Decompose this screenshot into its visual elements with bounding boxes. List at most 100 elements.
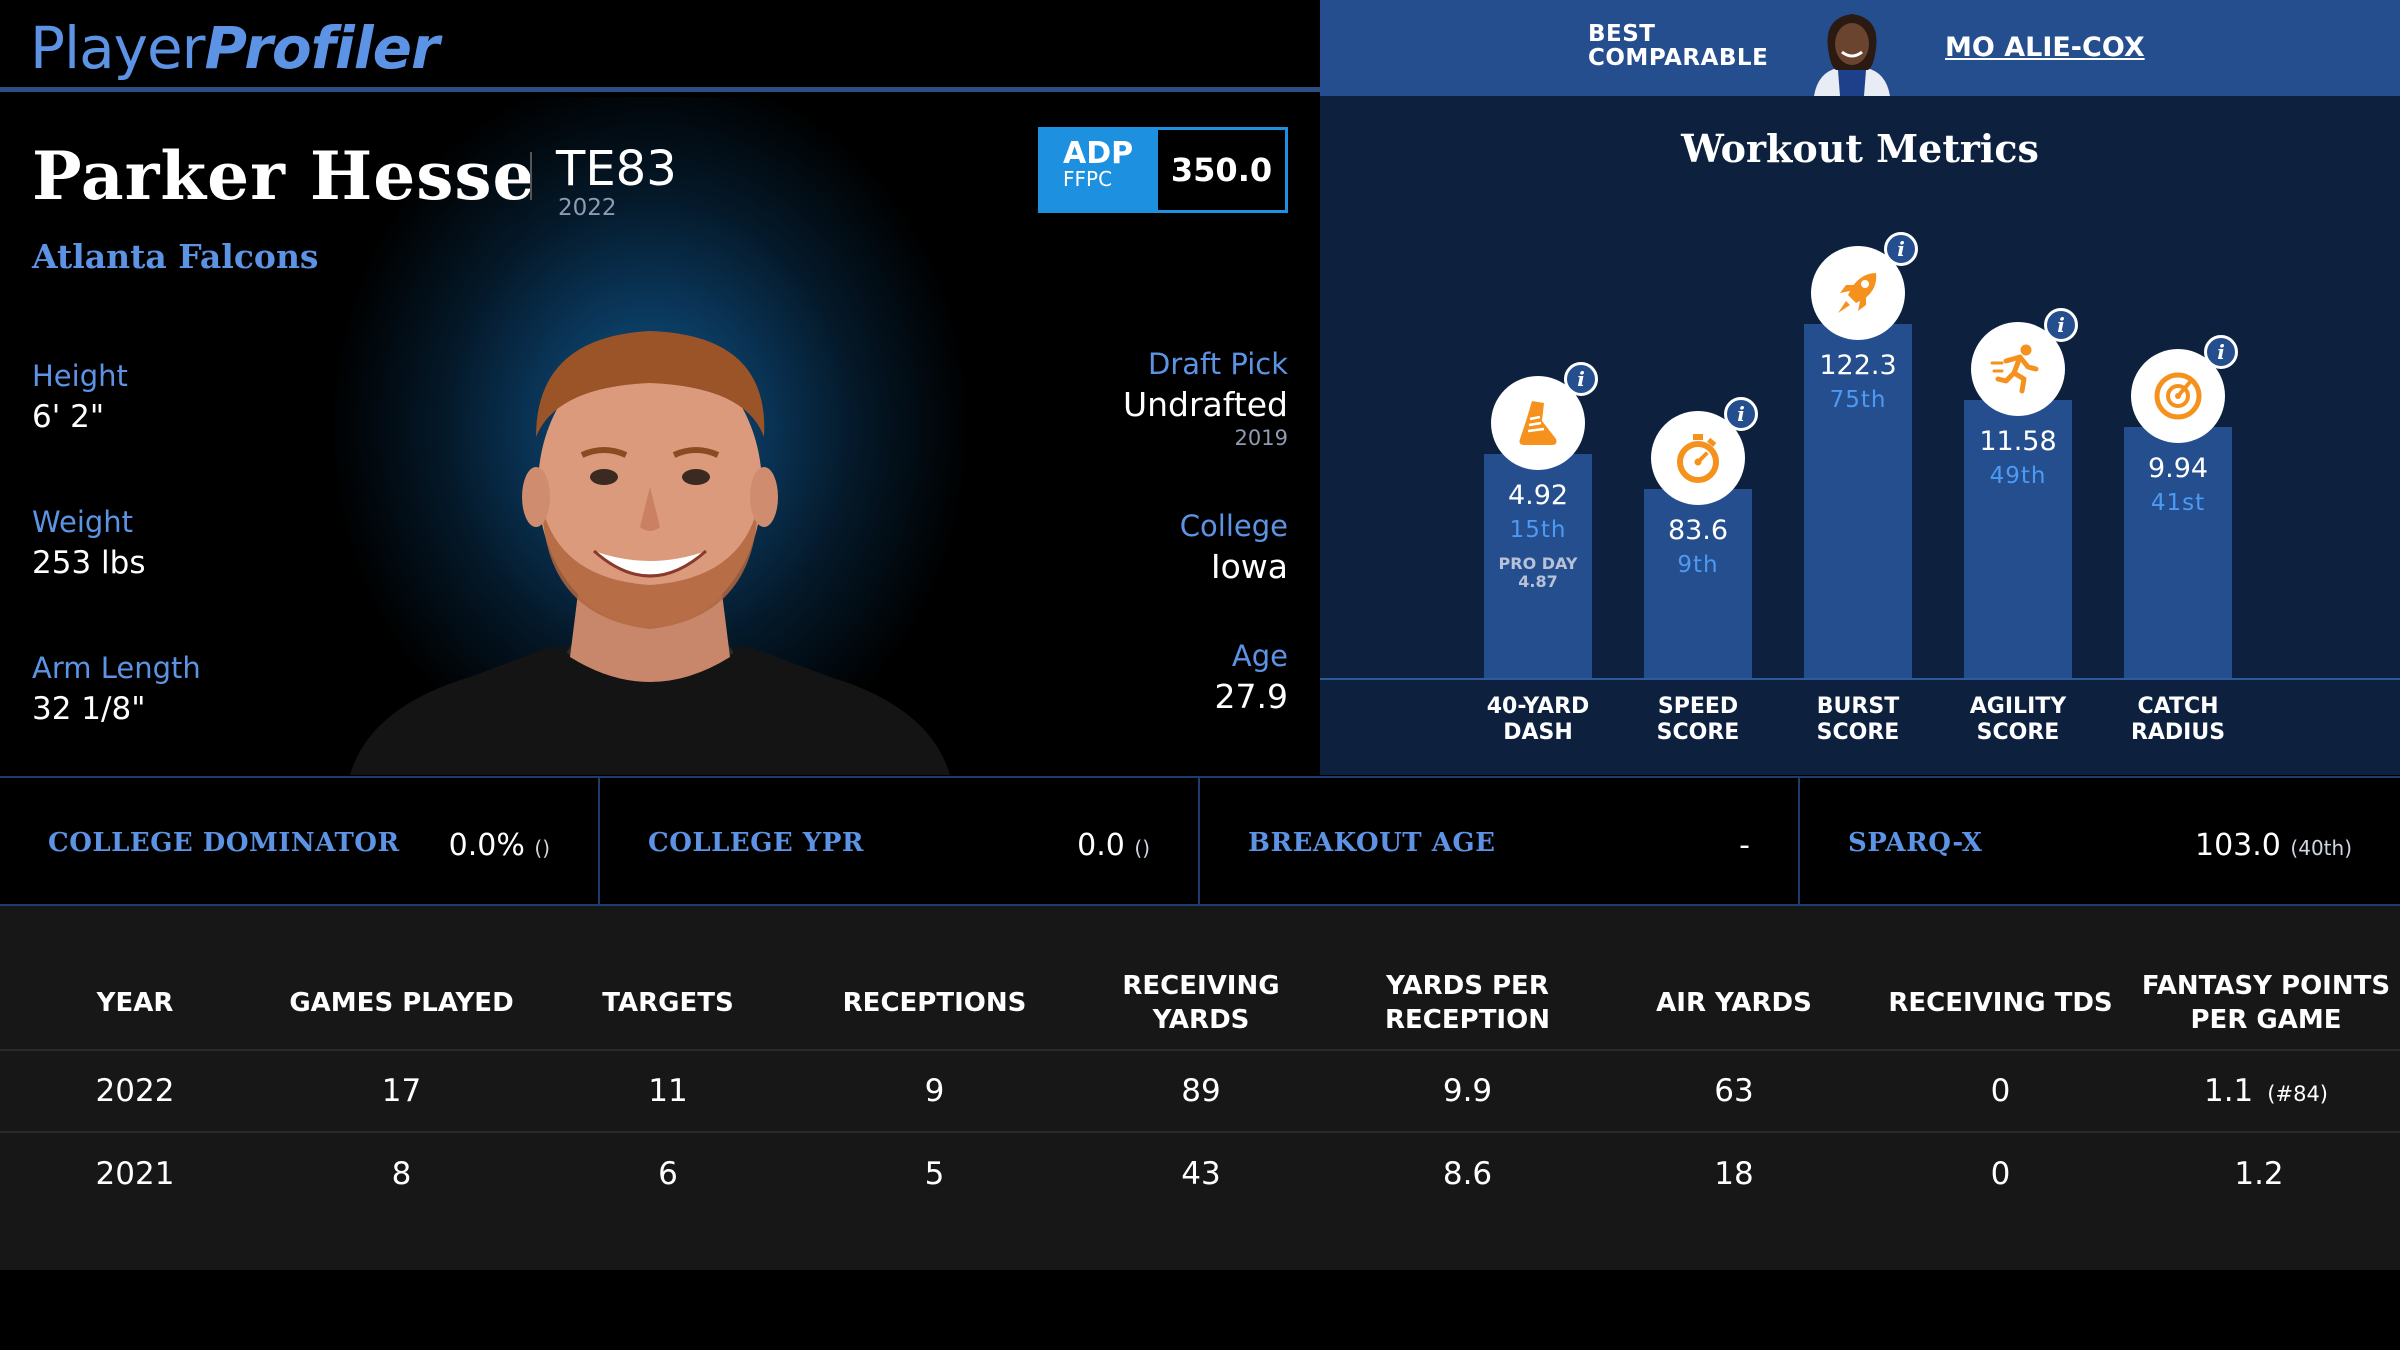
table-cell: 2022: [0, 1049, 270, 1132]
draft-pick-value: Undrafted: [1122, 385, 1288, 424]
metric-value: 11.58: [1979, 426, 2057, 457]
college-metrics-strip: COLLEGE DOMINATOR 0.0% () COLLEGE YPR 0.…: [0, 776, 2400, 906]
adp-value: 350.0: [1158, 130, 1285, 210]
table-cell: 0: [1869, 1131, 2132, 1214]
table-cell: 1.1 (#84): [2132, 1049, 2400, 1132]
site-logo[interactable]: PlayerProfiler: [30, 14, 440, 82]
sparq-x-metric: SPARQ-X 103.0 (40th): [1800, 778, 2400, 904]
fantasy-points-rank: (#84): [2267, 1082, 2328, 1106]
metric-name-line1: CATCH: [2137, 694, 2219, 719]
name-divider: [530, 152, 532, 200]
column-header[interactable]: RECEIVING TDS: [1888, 987, 2113, 1018]
table-cell: 6: [533, 1131, 803, 1214]
metric-bar-40-yard-dash: i 4.92 15th PRO DAY 4.87: [1484, 362, 1598, 678]
sparq-x-number: 103.0: [2194, 828, 2281, 863]
breakout-age-label[interactable]: BREAKOUT AGE: [1248, 828, 1496, 858]
college-ypr-label[interactable]: COLLEGE YPR: [648, 828, 865, 858]
metric-name-line2: SCORE: [1656, 720, 1740, 745]
workout-baseline: [1320, 678, 2400, 680]
sparq-x-value: 103.0 (40th): [2195, 828, 2352, 863]
height-label: Height: [32, 359, 128, 393]
table-cell: 89: [1066, 1049, 1336, 1132]
weight-value: 253 lbs: [32, 545, 146, 581]
breakout-age-value: -: [1739, 828, 1750, 863]
fantasy-points-value: 1.1: [2203, 1073, 2254, 1109]
metric-value: 83.6: [1667, 515, 1729, 546]
metric-name-agility-score: AGILITY SCORE: [1938, 694, 2098, 746]
player-team-link[interactable]: Atlanta Falcons: [32, 237, 319, 276]
info-icon[interactable]: i: [1884, 232, 1918, 266]
metric-value: 122.3: [1819, 350, 1897, 381]
college-ypr-value: 0.0 (): [1077, 828, 1150, 863]
info-icon[interactable]: i: [2204, 335, 2238, 369]
arm-length-stat: Arm Length 32 1/8": [32, 651, 201, 727]
table-cell: 8.6: [1336, 1131, 1599, 1214]
metric-name-line2: SCORE: [1816, 720, 1900, 745]
season-stats-section: YEAR GAMES PLAYED TARGETS RECEPTIONS REC…: [0, 906, 2400, 1270]
metric-name-line1: SPEED: [1657, 694, 1739, 719]
height-value: 6' 2": [32, 399, 105, 435]
table-cell: 9.9: [1336, 1049, 1599, 1132]
comparable-player-link[interactable]: MO ALIE-COX: [1945, 32, 2145, 63]
metric-rank: 49th: [1989, 463, 2047, 489]
weight-label: Weight: [32, 505, 134, 539]
workout-metrics-title: Workout Metrics: [1681, 126, 2039, 171]
column-header[interactable]: AIR YARDS: [1656, 987, 1812, 1018]
column-header[interactable]: GAMES PLAYED: [289, 987, 514, 1018]
college-label: College: [1179, 509, 1288, 543]
info-icon[interactable]: i: [1724, 397, 1758, 431]
college-dominator-value: 0.0% (): [449, 828, 550, 863]
fantasy-points-value: 1.2: [2234, 1155, 2284, 1192]
age-value: 27.9: [1214, 677, 1288, 716]
column-header[interactable]: YARDS PER RECEPTION: [1385, 970, 1550, 1035]
metric-name-line1: AGILITY: [1969, 694, 2067, 719]
metric-name-speed-score: SPEED SCORE: [1618, 694, 1778, 746]
sparq-x-label[interactable]: SPARQ-X: [1848, 828, 1983, 858]
breakout-age-metric: BREAKOUT AGE -: [1200, 778, 1800, 904]
college-dominator-metric: COLLEGE DOMINATOR 0.0% (): [0, 778, 600, 904]
metric-name-line2: SCORE: [1976, 720, 2060, 745]
column-header[interactable]: FANTASY POINTS PER GAME: [2141, 970, 2391, 1035]
college-dominator-label[interactable]: COLLEGE DOMINATOR: [48, 828, 400, 858]
adp-source: FFPC: [1063, 167, 1113, 191]
position-rank: TE83: [556, 141, 677, 197]
column-header[interactable]: RECEPTIONS: [842, 987, 1027, 1018]
info-icon[interactable]: i: [2044, 308, 2078, 342]
table-cell: 63: [1599, 1049, 1869, 1132]
position-rank-season: 2022: [558, 195, 617, 221]
player-name: Parker Hesse: [32, 137, 536, 215]
arm-length-label: Arm Length: [32, 651, 201, 685]
table-cell: 2021: [0, 1131, 270, 1214]
college-dominator-number: 0.0%: [448, 828, 525, 863]
draft-pick-year: 2019: [1234, 426, 1288, 450]
player-headshot: [350, 317, 950, 775]
best-comparable-bar: BEST COMPARABLE MO ALIE-COX: [1320, 0, 2400, 96]
metric-rank: 75th: [1829, 387, 1887, 413]
logo-text-profiler: Profiler: [204, 14, 440, 82]
metric-name-burst-score: BURST SCORE: [1778, 694, 1938, 746]
metric-bar-agility-score: i 11.58 49th: [1964, 308, 2078, 678]
player-hero: Parker Hesse TE83 2022 Atlanta Falcons A…: [0, 97, 1320, 775]
column-header[interactable]: YEAR: [96, 987, 174, 1018]
metric-name-catch-radius: CATCH RADIUS: [2098, 694, 2258, 746]
info-icon[interactable]: i: [1564, 362, 1598, 396]
pro-day-result: PRO DAY 4.87: [1484, 555, 1592, 591]
college-dominator-rank: (): [534, 836, 550, 860]
table-row: 2021 8 6 5 43 8.6 18 0 1.2: [0, 1131, 2400, 1214]
table-cell: 9: [803, 1049, 1066, 1132]
draft-pick-label: Draft Pick: [1148, 347, 1288, 381]
column-header[interactable]: TARGETS: [602, 987, 734, 1018]
metric-rank: 15th: [1509, 517, 1567, 543]
weight-stat: Weight 253 lbs: [32, 505, 145, 581]
metric-bar-catch-radius: i 9.94 41st: [2124, 335, 2238, 678]
adp-label-block: ADP FFPC: [1041, 130, 1158, 210]
metric-rank: 9th: [1677, 552, 1719, 578]
age-stat: Age 27.9: [1215, 639, 1288, 716]
column-header[interactable]: RECEIVING YARDS: [1122, 970, 1280, 1035]
metric-bar-burst-score: i 122.3 75th: [1804, 232, 1918, 678]
breakout-age-number: -: [1739, 828, 1750, 863]
college-ypr-number: 0.0: [1077, 828, 1125, 863]
college-ypr-metric: COLLEGE YPR 0.0 (): [600, 778, 1200, 904]
best-comparable-label-line1: BEST: [1588, 21, 1656, 47]
site-header: PlayerProfiler: [0, 0, 1320, 92]
